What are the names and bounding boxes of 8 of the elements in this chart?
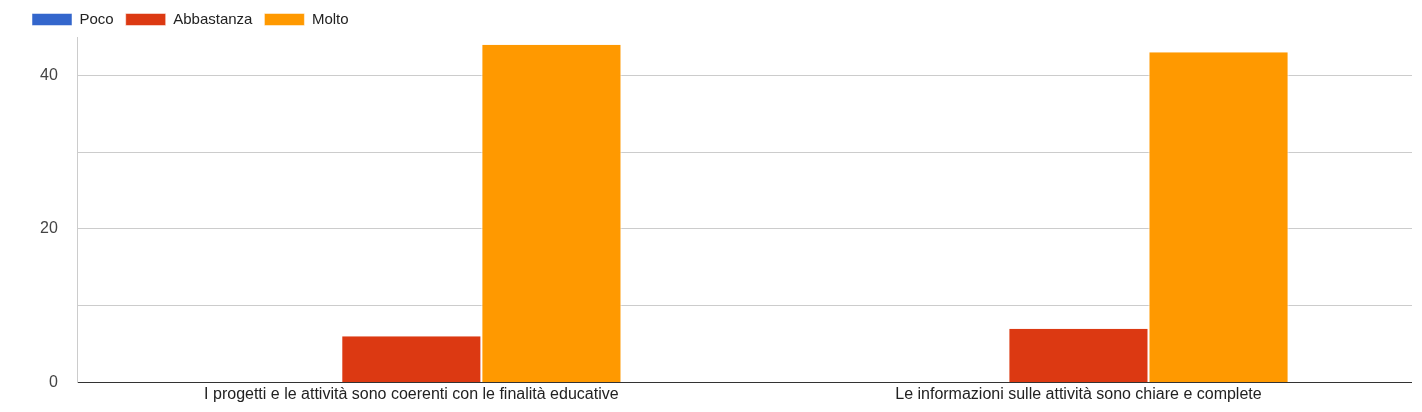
- legend-label: Poco: [79, 9, 114, 27]
- legend-label: Molto: [311, 9, 349, 27]
- x-tick-label: Le informazioni sulle attività sono chiare e complete: [895, 385, 1262, 403]
- y-tick-label: 40: [40, 65, 58, 83]
- x-tick-label: I progetti e le attività sono coerenti con le finalità educative: [204, 385, 619, 403]
- y-tick-label: 20: [40, 219, 58, 237]
- legend-label: Abbastanza: [173, 9, 254, 27]
- y-tick-label: 0: [48, 372, 58, 390]
